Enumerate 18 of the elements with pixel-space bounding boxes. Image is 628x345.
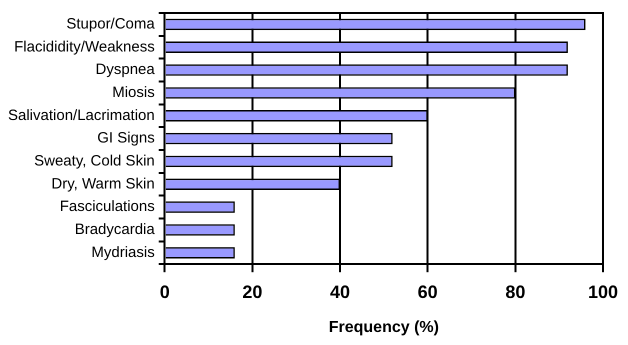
x-tick-label: 60 (418, 282, 438, 302)
y-tick-label: Dyspnea (96, 61, 156, 78)
y-tick-label: Flacididity/Weakness (14, 38, 155, 56)
x-axis-title: Frequency (%) (328, 318, 439, 336)
y-tick-label: Salivation/Lacrimation (8, 106, 155, 124)
y-tick-label: Mydriasis (91, 244, 155, 261)
x-tick-label: 0 (160, 282, 170, 302)
x-tick-label: 40 (330, 282, 350, 302)
y-tick-label: Miosis (112, 84, 155, 102)
y-tick-label: Fasciculations (60, 198, 155, 216)
x-tick-label: 100 (588, 282, 618, 302)
y-tick-label: Dry, Warm Skin (51, 175, 155, 192)
y-tick-label: Stupor/Coma (66, 16, 156, 33)
y-tick-label: Sweaty, Cold Skin (34, 152, 155, 170)
y-tick-label: GI Signs (97, 130, 155, 147)
y-tick-label: Bradycardia (74, 221, 156, 238)
x-tick-label: 20 (242, 282, 262, 302)
x-tick-label: 80 (505, 282, 526, 302)
